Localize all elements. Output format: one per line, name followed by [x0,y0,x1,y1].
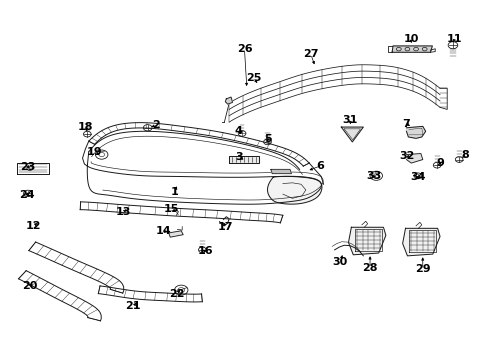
Polygon shape [406,154,422,163]
Text: 9: 9 [435,158,443,168]
Text: 15: 15 [163,204,179,214]
Text: 31: 31 [342,115,357,125]
Text: 2: 2 [152,120,160,130]
Text: 34: 34 [409,172,425,182]
Text: 16: 16 [197,246,213,256]
Text: 33: 33 [366,171,381,181]
Text: 12: 12 [26,221,41,231]
Text: 5: 5 [263,134,271,144]
Polygon shape [270,170,291,174]
Text: 23: 23 [20,162,36,172]
Text: 3: 3 [234,152,242,162]
Text: 26: 26 [236,45,252,54]
Polygon shape [402,228,439,256]
Text: 6: 6 [316,161,324,171]
Text: 27: 27 [302,49,318,59]
Polygon shape [225,97,232,104]
Text: 22: 22 [168,289,184,298]
Text: 25: 25 [246,73,261,84]
Text: 17: 17 [217,221,233,231]
Text: 32: 32 [399,151,414,161]
Polygon shape [348,227,385,255]
Text: 29: 29 [414,264,430,274]
Text: 14: 14 [155,226,170,236]
Polygon shape [406,126,425,138]
Text: 20: 20 [22,281,38,291]
Text: 13: 13 [116,207,131,217]
Text: 1: 1 [171,187,179,197]
Text: 8: 8 [460,150,468,160]
Polygon shape [267,176,321,204]
Text: 30: 30 [332,257,347,267]
Text: 4: 4 [234,126,242,136]
Text: 24: 24 [19,190,35,200]
Text: 11: 11 [446,34,461,44]
Text: 19: 19 [87,148,102,157]
Polygon shape [168,231,183,237]
Polygon shape [391,46,431,52]
Polygon shape [229,156,258,163]
Text: 10: 10 [403,34,418,44]
Text: 21: 21 [125,301,141,311]
Text: 28: 28 [362,263,377,273]
Text: 7: 7 [402,118,409,129]
Polygon shape [341,127,363,142]
Text: 18: 18 [78,122,93,132]
